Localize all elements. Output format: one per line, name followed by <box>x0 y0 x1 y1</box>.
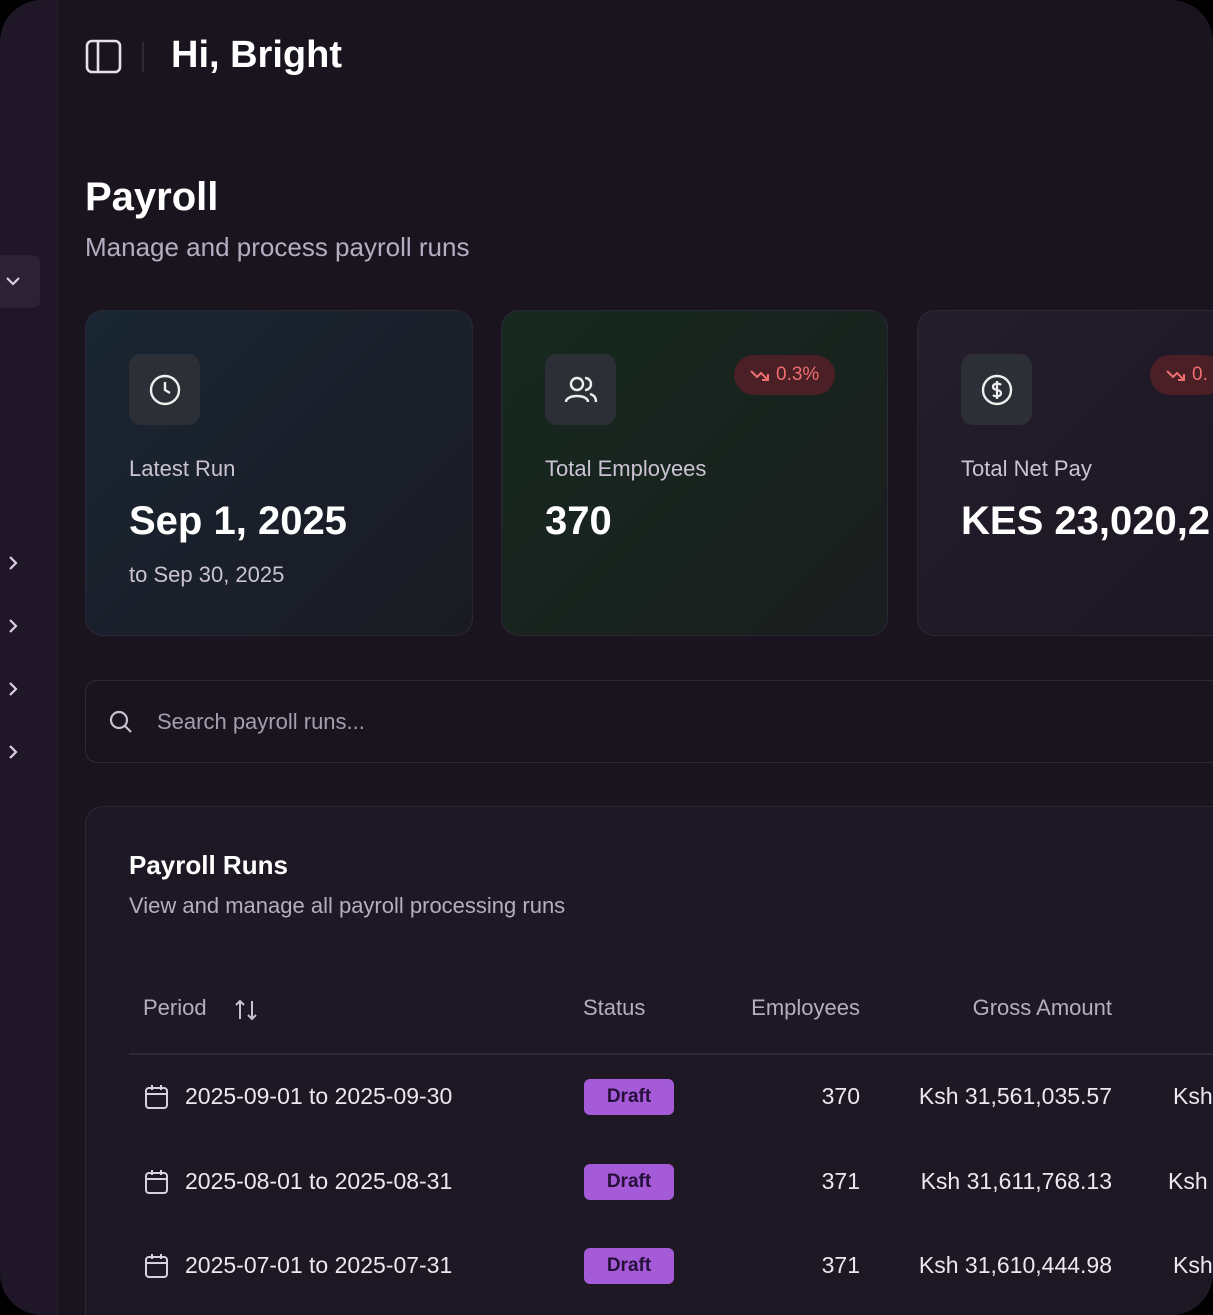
badge-text: 0. <box>1192 364 1208 385</box>
card-label: Total Net Pay <box>961 456 1092 481</box>
greeting: Hi, Bright <box>171 34 342 76</box>
card-note: to Sep 30, 2025 <box>129 562 285 587</box>
search-box[interactable]: Search payroll runs... <box>85 680 1213 763</box>
net-amount: Ksh <box>1173 1252 1213 1278</box>
period: 2025-08-01 to 2025-08-31 <box>185 1167 453 1194</box>
sidebar-toggle[interactable] <box>0 255 40 308</box>
employees: 371 <box>821 1167 860 1194</box>
column-header: Status <box>583 995 646 1020</box>
status-badge: Draft <box>584 1079 674 1115</box>
search-icon <box>109 710 132 733</box>
column-header: Gross Amount <box>972 995 1112 1020</box>
trend-down-icon <box>1166 370 1185 381</box>
trend-badge: 0.3% <box>734 355 836 395</box>
period: 2025-07-01 to 2025-07-31 <box>185 1252 453 1278</box>
calendar-svg <box>145 1254 168 1278</box>
card-value: KES 23,020,2 <box>961 499 1211 543</box>
column-header: Employees <box>751 995 860 1020</box>
net-amount: Ksh <box>1173 1083 1213 1109</box>
status-badge: Draft <box>584 1248 674 1284</box>
chevron-down-icon <box>6 277 20 286</box>
employees: 371 <box>821 1252 860 1278</box>
stat-card: 0. Total Net Pay KES 23,020,2 <box>917 310 1213 636</box>
card-value: 370 <box>545 499 612 543</box>
card-value: Sep 1, 2025 <box>129 499 347 543</box>
calendar-svg <box>145 1085 168 1109</box>
clock-icon <box>149 374 180 405</box>
panel-toggle-icon[interactable] <box>85 39 123 75</box>
stat-card: Latest Run Sep 1, 2025 to Sep 30, 2025 <box>85 310 473 636</box>
badge-text: 0.3% <box>776 364 820 385</box>
chevron-right-icon[interactable] <box>4 678 24 700</box>
search-placeholder: Search payroll runs... <box>157 709 365 734</box>
stat-card: 0.3% Total Employees 370 <box>501 310 888 636</box>
users-icon <box>564 376 597 402</box>
table-title: Payroll Runs <box>129 850 288 880</box>
header-divider <box>129 1053 1213 1055</box>
period: 2025-09-01 to 2025-09-30 <box>185 1083 453 1109</box>
gross-amount: Ksh 31,610,444.98 <box>918 1252 1112 1278</box>
employees: 370 <box>821 1083 860 1109</box>
calendar-icon <box>143 1168 171 1196</box>
card-label: Total Employees <box>545 456 707 481</box>
sort-icon[interactable] <box>233 997 259 1023</box>
table-card <box>85 806 1213 1315</box>
divider <box>142 42 144 72</box>
card-label: Latest Run <box>129 456 236 481</box>
page-title: Payroll <box>85 175 219 219</box>
chevron-right-icon[interactable] <box>4 615 24 637</box>
icon-box <box>961 354 1032 425</box>
sidebar <box>0 0 58 1315</box>
page-subtitle: Manage and process payroll runs <box>85 232 470 262</box>
gross-amount: Ksh 31,561,035.57 <box>918 1083 1112 1109</box>
trend-down-icon <box>750 370 769 381</box>
trend-badge: 0. <box>1150 355 1213 395</box>
gross-amount: Ksh 31,611,768.13 <box>920 1167 1112 1194</box>
column-header[interactable]: Period <box>143 995 207 1020</box>
calendar-icon <box>143 1252 171 1280</box>
chevron-right-icon[interactable] <box>4 552 24 574</box>
calendar-icon <box>143 1083 171 1111</box>
icon-box <box>545 354 616 425</box>
net-amount: Ksh <box>1168 1167 1208 1194</box>
chevron-right-icon[interactable] <box>4 741 24 763</box>
status-badge: Draft <box>584 1163 674 1200</box>
table-subtitle: View and manage all payroll processing r… <box>129 893 566 918</box>
dollar-icon <box>981 374 1012 405</box>
icon-box <box>129 354 200 425</box>
calendar-svg <box>145 1169 168 1194</box>
